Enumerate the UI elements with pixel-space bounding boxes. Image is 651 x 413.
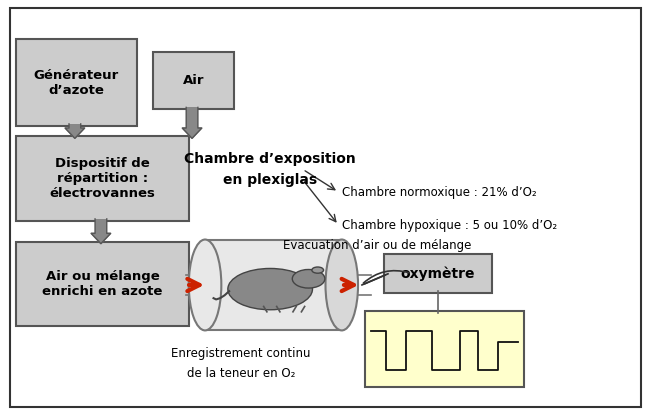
Text: oxymètre: oxymètre	[400, 266, 475, 281]
FancyBboxPatch shape	[16, 242, 189, 326]
Text: Chambre normoxique : 21% d’O₂: Chambre normoxique : 21% d’O₂	[342, 185, 536, 199]
FancyBboxPatch shape	[10, 8, 641, 407]
Polygon shape	[91, 233, 111, 244]
Ellipse shape	[326, 240, 358, 330]
Polygon shape	[65, 128, 85, 138]
Text: Chambre hypoxique : 5 ou 10% d’O₂: Chambre hypoxique : 5 ou 10% d’O₂	[342, 218, 557, 232]
FancyBboxPatch shape	[384, 254, 492, 293]
Text: Air: Air	[183, 74, 204, 87]
Text: Générateur
d’azote: Générateur d’azote	[34, 69, 119, 97]
Bar	[205, 240, 342, 330]
FancyBboxPatch shape	[16, 39, 137, 126]
Ellipse shape	[292, 270, 325, 288]
FancyBboxPatch shape	[365, 311, 524, 387]
FancyBboxPatch shape	[153, 52, 234, 109]
Text: Enregistrement continu: Enregistrement continu	[171, 347, 311, 360]
Polygon shape	[182, 128, 202, 138]
Ellipse shape	[312, 267, 324, 273]
Ellipse shape	[189, 240, 221, 330]
FancyBboxPatch shape	[16, 136, 189, 221]
Ellipse shape	[228, 268, 312, 310]
Text: Dispositif de
répartition :
électrovannes: Dispositif de répartition : électrovanne…	[49, 157, 156, 200]
FancyBboxPatch shape	[186, 107, 198, 128]
Text: Chambre d’exposition: Chambre d’exposition	[184, 152, 356, 166]
Text: Evacuation d’air ou de mélange: Evacuation d’air ou de mélange	[283, 239, 471, 252]
Text: Air ou mélange
enrichi en azote: Air ou mélange enrichi en azote	[42, 270, 163, 298]
FancyBboxPatch shape	[95, 219, 107, 233]
Text: en plexiglas: en plexiglas	[223, 173, 317, 187]
Text: de la teneur en O₂: de la teneur en O₂	[187, 367, 295, 380]
FancyBboxPatch shape	[69, 124, 81, 128]
